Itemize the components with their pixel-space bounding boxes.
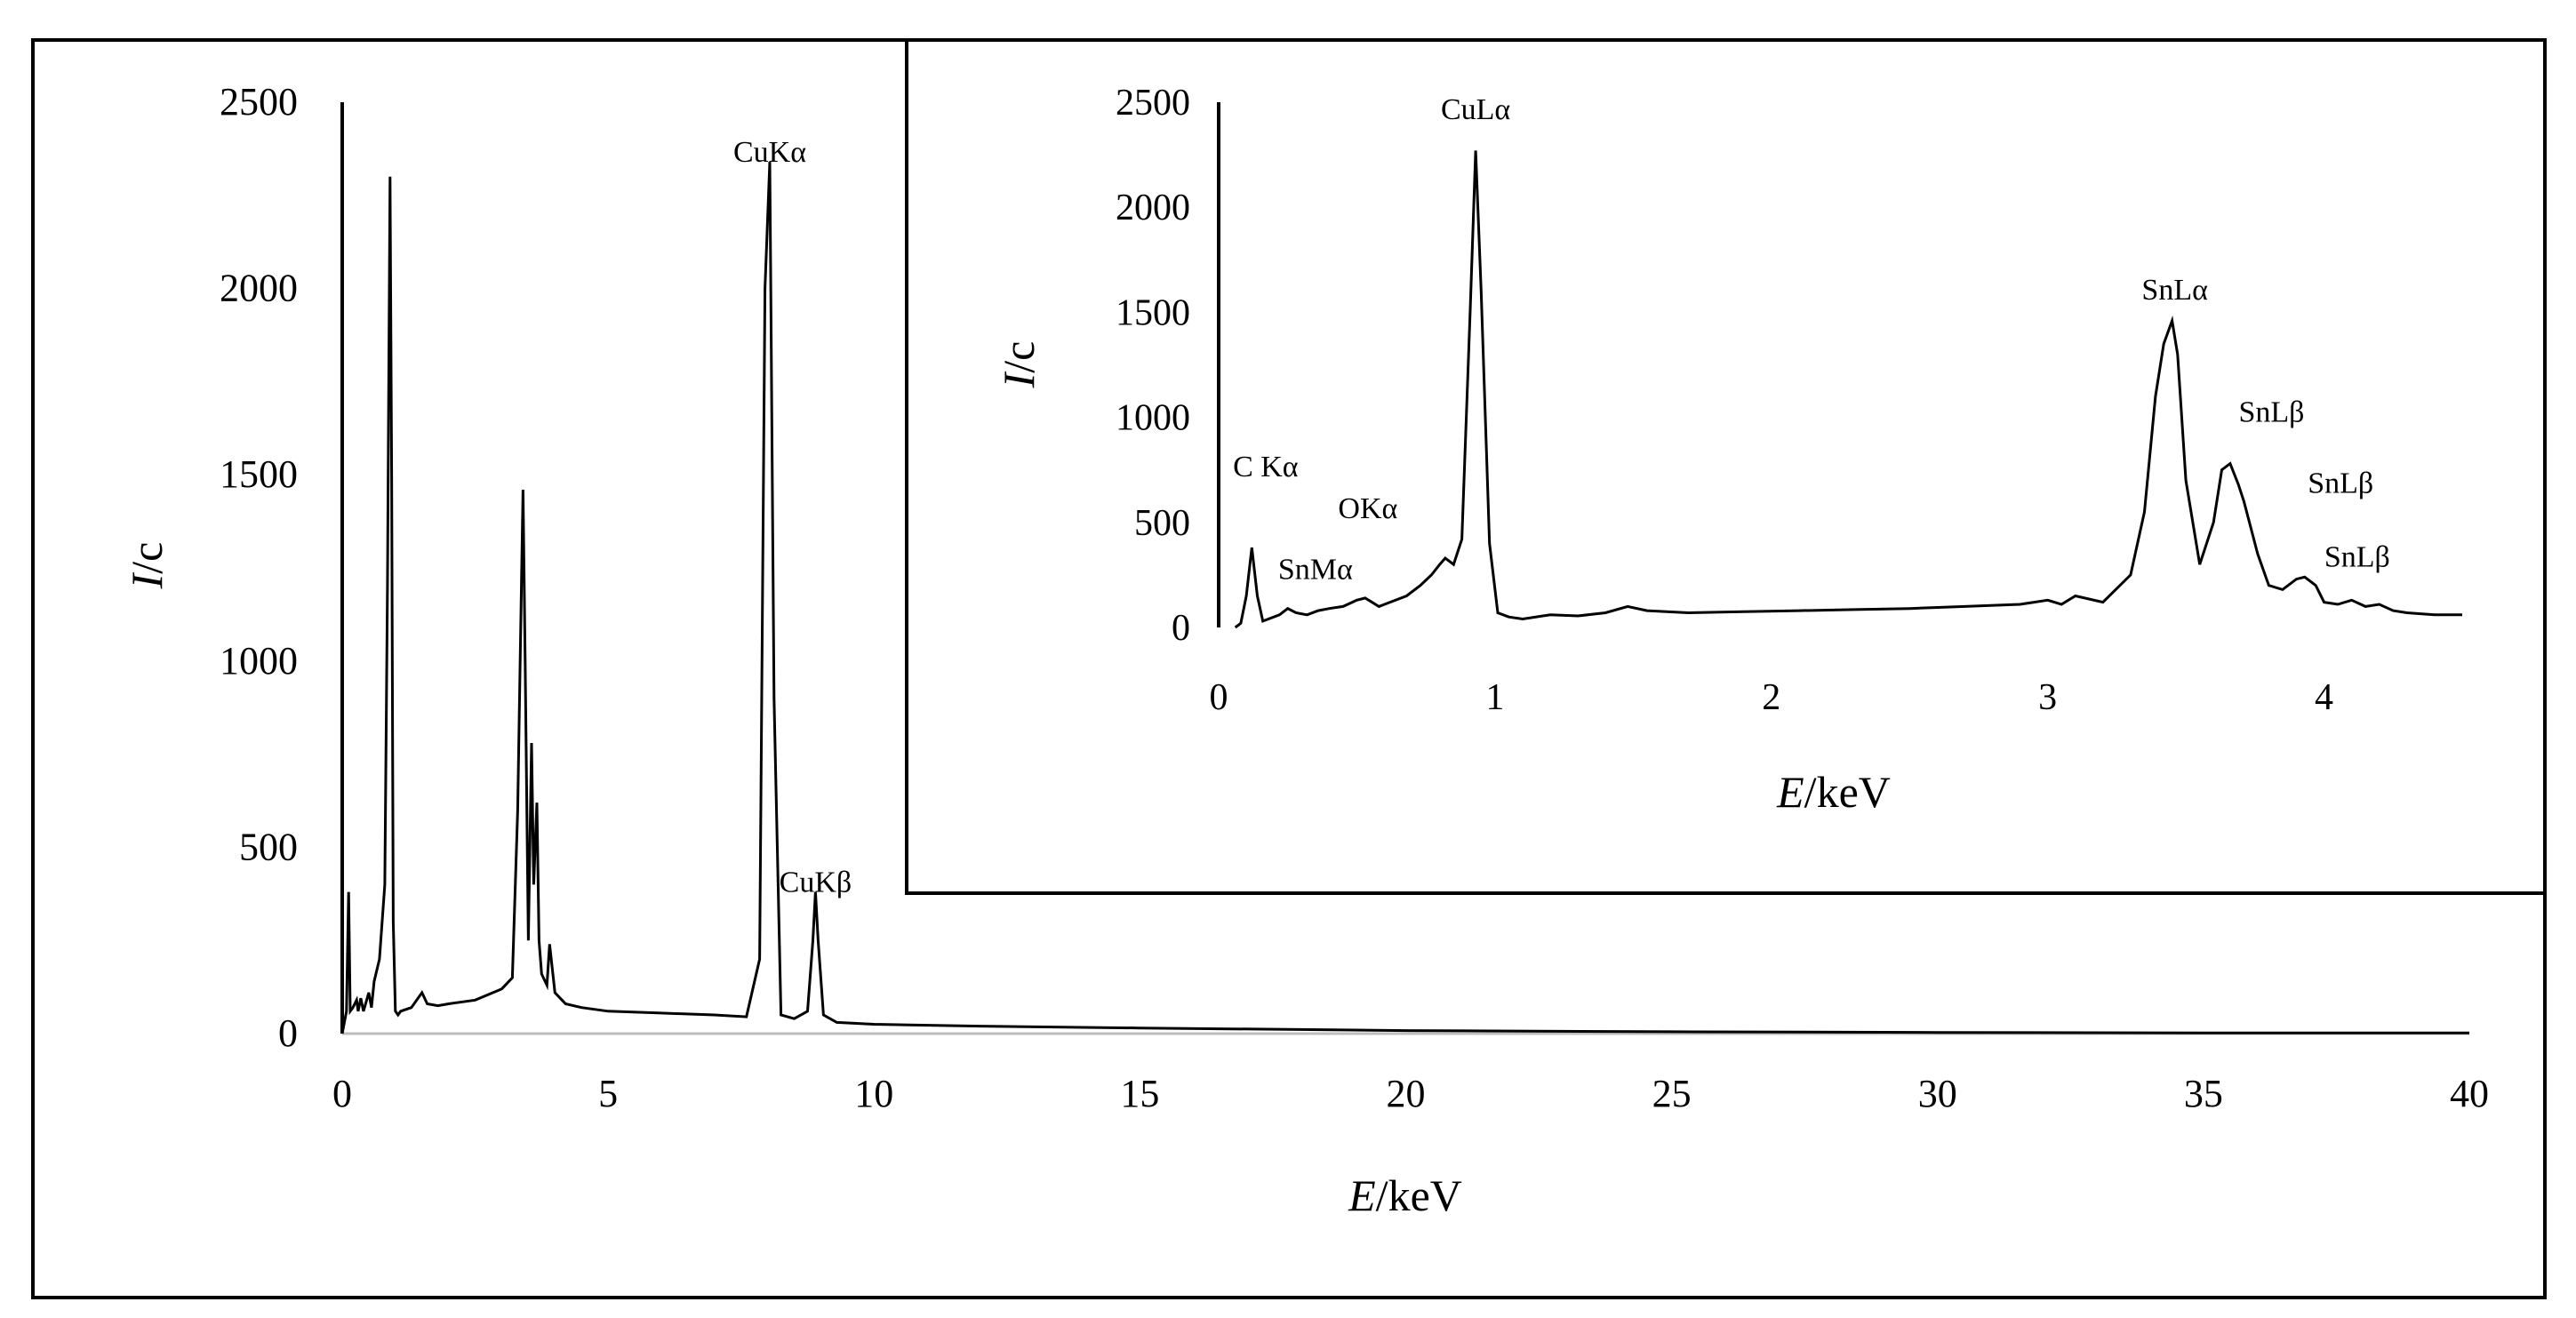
inset-y-ticks: 0 500 1000 1500 2000 2500 xyxy=(1116,83,1190,649)
inset-peak-label: CuLα xyxy=(1441,93,1510,126)
main-x-axis-title: E/keV xyxy=(1348,1170,1462,1220)
main-x-tick-label: 25 xyxy=(1652,1072,1692,1115)
main-y-ticks: 0 500 1000 1500 2000 2500 xyxy=(220,80,298,1055)
main-x-tick-label: 10 xyxy=(854,1072,893,1115)
inset-y-tick-label: 1500 xyxy=(1116,292,1190,333)
inset-peak-label: OKα xyxy=(1338,492,1397,525)
inset-y-tick-label: 2000 xyxy=(1116,188,1190,228)
main-y-tick-label: 1500 xyxy=(220,452,298,496)
main-x-tick-label: 0 xyxy=(332,1072,352,1115)
inset-y-tick-label: 500 xyxy=(1134,503,1190,544)
main-y-tick-label: 1000 xyxy=(220,639,298,683)
main-spectrum-line xyxy=(340,162,2469,1034)
main-x-tick-label: 15 xyxy=(1120,1072,1159,1115)
main-x-tick-label: 20 xyxy=(1387,1072,1426,1115)
inset-peak-label: C Kα xyxy=(1233,451,1299,483)
main-peak-label: CuKα xyxy=(733,136,806,169)
main-peak-label: CuKβ xyxy=(780,867,852,899)
inset-peak-label: SnLβ xyxy=(2308,467,2373,500)
main-x-tick-label: 35 xyxy=(2184,1072,2223,1115)
main-y-tick-label: 500 xyxy=(239,825,298,868)
inset-x-ticks: 0 1 2 3 4 xyxy=(1210,677,2334,718)
main-x-tick-label: 30 xyxy=(1918,1072,1957,1115)
inset-frame xyxy=(905,38,2547,895)
inset-x-tick-label: 0 xyxy=(1210,677,1228,718)
inset-y-tick-label: 2500 xyxy=(1116,83,1190,124)
inset-x-tick-label: 4 xyxy=(2315,677,2333,718)
main-y-tick-label: 0 xyxy=(278,1011,298,1055)
main-x-tick-label: 40 xyxy=(2450,1072,2489,1115)
inset-peak-label: SnLβ xyxy=(2324,540,2390,573)
inset-chart: 0 500 1000 1500 2000 2500 0 1 2 3 4 C Kα SnMα OKα Cu… xyxy=(905,38,2547,895)
inset-y-axis-title: I/c xyxy=(994,341,1044,389)
inset-peak-label: SnMα xyxy=(1278,554,1353,587)
inset-x-axis-title: E/keV xyxy=(1776,767,1891,817)
inset-peak-label: SnLα xyxy=(2141,274,2208,307)
inset-peak-label: SnLβ xyxy=(2238,395,2304,428)
inset-y-tick-label: 0 xyxy=(1172,608,1190,649)
main-y-tick-label: 2500 xyxy=(220,80,298,124)
main-y-axis-title: I/c xyxy=(122,542,172,590)
main-x-ticks: 0 5 10 15 20 25 30 35 40 xyxy=(332,1072,2489,1115)
inset-x-tick-label: 2 xyxy=(1762,677,1780,718)
inset-y-tick-label: 1000 xyxy=(1116,398,1190,439)
main-x-tick-label: 5 xyxy=(598,1072,618,1115)
inset-spectrum-line xyxy=(1234,150,2462,629)
inset-x-tick-label: 3 xyxy=(2038,677,2057,718)
main-y-tick-label: 2000 xyxy=(220,267,298,310)
inset-x-tick-label: 1 xyxy=(1485,677,1504,718)
